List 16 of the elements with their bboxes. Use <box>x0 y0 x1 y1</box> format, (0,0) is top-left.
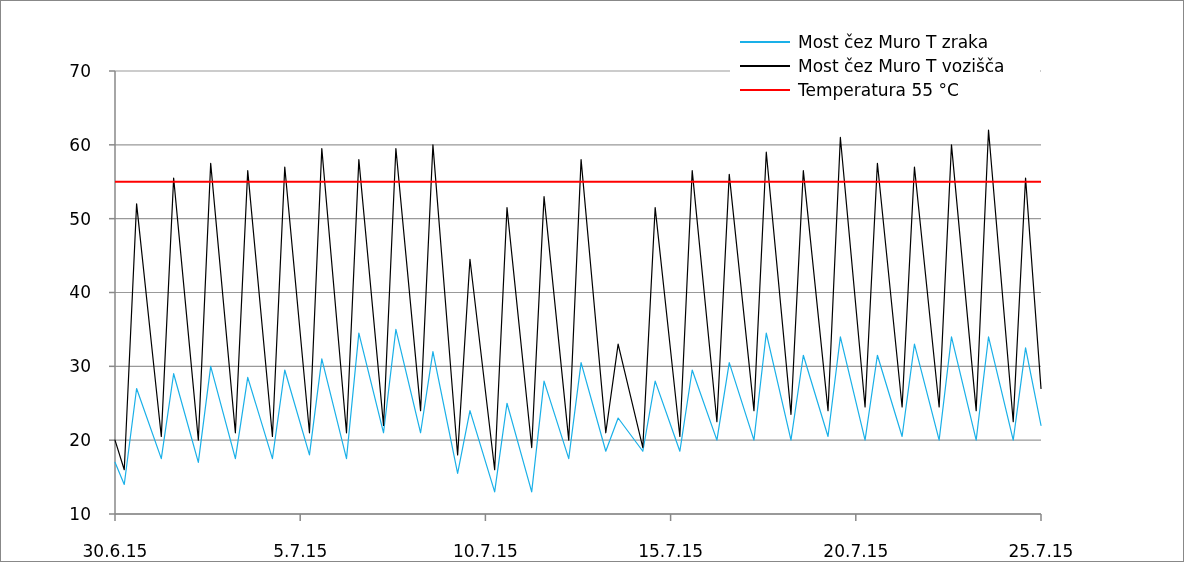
y-tick-label: 30 <box>69 356 91 377</box>
x-tick-label: 10.7.15 <box>452 541 518 561</box>
x-tick-label: 5.7.15 <box>273 541 328 561</box>
legend-label: Most čez Muro T zraka <box>798 31 989 52</box>
x-tick-label: 25.7.15 <box>1008 541 1074 561</box>
x-tick-label: 20.7.15 <box>823 541 889 561</box>
x-tick-label: 15.7.15 <box>638 541 704 561</box>
y-tick-label: 60 <box>69 134 91 155</box>
legend-label: Temperatura 55 °C <box>797 79 959 100</box>
y-tick-label: 70 <box>69 60 91 81</box>
y-tick-label: 20 <box>69 430 91 451</box>
y-tick-label: 40 <box>69 282 91 303</box>
x-tick-label: 30.6.15 <box>82 541 148 561</box>
y-tick-label: 10 <box>69 503 91 524</box>
y-tick-label: 50 <box>69 208 91 229</box>
legend-label: Most čez Muro T vozišča <box>798 55 1005 76</box>
